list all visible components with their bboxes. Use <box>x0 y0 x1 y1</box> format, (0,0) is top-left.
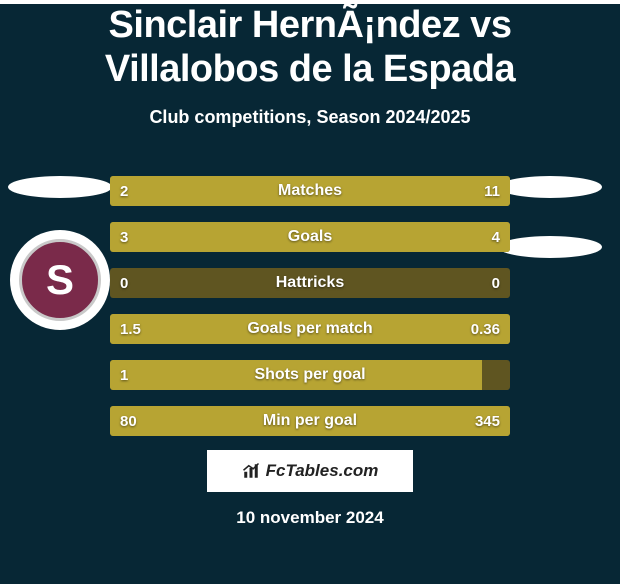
source-attribution: FcTables.com <box>207 450 413 492</box>
chart-icon <box>242 462 260 480</box>
stat-value-left: 2 <box>110 176 138 206</box>
stat-value-right <box>490 360 510 390</box>
stat-value-right: 4 <box>482 222 510 252</box>
stat-label: Goals <box>110 222 510 252</box>
stat-row: Hattricks0 0 <box>110 268 510 298</box>
stat-value-left: 0 <box>110 268 138 298</box>
stat-label: Matches <box>110 176 510 206</box>
player-right-placeholder <box>498 176 602 198</box>
date-text: 10 november 2024 <box>0 508 620 528</box>
stats-bars: Matches2 11 Goals3 4 Hattricks0 0 Goals per ma… <box>110 176 510 436</box>
content-area: S Matches2 11 Goals3 4 Hattricks0 0 Goals per … <box>0 176 620 528</box>
stat-row: Goals per match1.5 0.36 <box>110 314 510 344</box>
page-title: Sinclair HernÃ¡ndez vs Villalobos de la … <box>0 4 620 91</box>
stat-value-left: 1 <box>110 360 138 390</box>
comparison-infographic: Sinclair HernÃ¡ndez vs Villalobos de la … <box>0 4 620 584</box>
left-column: S <box>8 176 112 330</box>
stat-row: Min per goal80 345 <box>110 406 510 436</box>
stat-value-right: 11 <box>474 176 510 206</box>
team-right-placeholder <box>498 236 602 258</box>
stat-value-left: 80 <box>110 406 147 436</box>
subtitle: Club competitions, Season 2024/2025 <box>0 107 620 128</box>
stat-value-right: 0 <box>482 268 510 298</box>
stat-value-left: 3 <box>110 222 138 252</box>
stat-label: Shots per goal <box>110 360 510 390</box>
stat-value-right: 0.36 <box>461 314 510 344</box>
right-column <box>498 176 602 258</box>
team-badge-left: S <box>10 230 110 330</box>
player-left-placeholder <box>8 176 112 198</box>
source-text: FcTables.com <box>266 461 379 481</box>
team-badge-letter: S <box>19 239 101 321</box>
stat-row: Matches2 11 <box>110 176 510 206</box>
stat-row: Goals3 4 <box>110 222 510 252</box>
stat-value-right: 345 <box>465 406 510 436</box>
stat-label: Hattricks <box>110 268 510 298</box>
stat-label: Goals per match <box>110 314 510 344</box>
stat-label: Min per goal <box>110 406 510 436</box>
stat-value-left: 1.5 <box>110 314 151 344</box>
stat-row: Shots per goal1 <box>110 360 510 390</box>
